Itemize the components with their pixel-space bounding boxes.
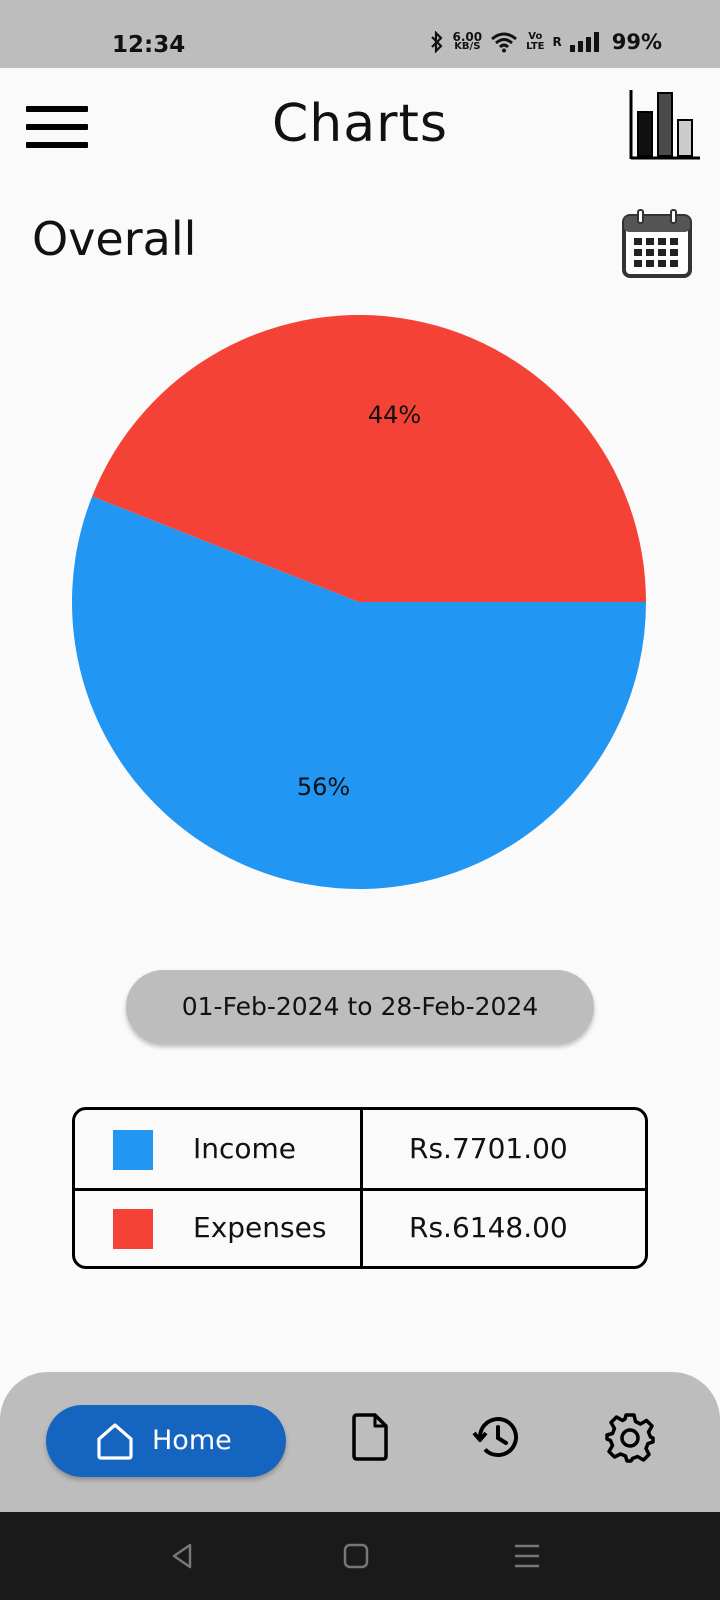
document-icon xyxy=(352,1413,388,1461)
income-label: Income xyxy=(193,1132,297,1165)
expenses-label: Expenses xyxy=(193,1211,327,1244)
recent-apps-icon[interactable] xyxy=(513,1542,541,1570)
nav-history-tab[interactable] xyxy=(472,1412,522,1466)
hamburger-menu-icon xyxy=(26,124,88,130)
pie-slice-expenses[interactable] xyxy=(92,314,646,602)
signal-icon xyxy=(569,32,599,52)
bottom-navigation: Home xyxy=(0,1372,720,1512)
back-icon[interactable] xyxy=(170,1542,194,1570)
nav-documents-tab[interactable] xyxy=(350,1412,390,1466)
calendar-icon xyxy=(622,209,692,278)
income-color-swatch xyxy=(113,1130,153,1170)
home-icon xyxy=(97,1423,133,1460)
nav-home-tab[interactable]: Home xyxy=(46,1405,286,1477)
settings-icon xyxy=(605,1413,655,1463)
pie-label-income: 56% xyxy=(297,773,350,801)
volte-top: Vo xyxy=(528,31,543,42)
income-value: Rs.7701.00 xyxy=(409,1132,568,1165)
nav-settings-tab[interactable] xyxy=(604,1412,656,1468)
net-speed-unit: KB/S xyxy=(454,41,481,52)
table-row: Income Rs.7701.00 xyxy=(75,1110,645,1191)
roaming-indicator: R xyxy=(552,35,562,49)
net-speed-value: 6.00 xyxy=(452,30,483,44)
status-time: 12:34 xyxy=(112,32,186,58)
system-navigation-bar xyxy=(0,1512,720,1600)
home-system-icon[interactable] xyxy=(343,1542,369,1570)
hamburger-menu-icon xyxy=(26,106,88,112)
table-row: Expenses Rs.6148.00 xyxy=(75,1189,645,1266)
bluetooth-icon xyxy=(430,31,443,53)
pie-slice-income[interactable] xyxy=(72,496,646,889)
column-divider xyxy=(360,1110,363,1188)
page-title: Charts xyxy=(272,94,448,154)
nav-home-label: Home xyxy=(152,1425,232,1456)
expenses-color-swatch xyxy=(113,1209,153,1249)
column-divider xyxy=(360,1189,363,1266)
pie-chart: 56% 44% xyxy=(70,313,648,891)
summary-table: Income Rs.7701.00 Expenses Rs.6148.00 xyxy=(72,1107,648,1269)
pie-label-expenses: 44% xyxy=(368,401,421,429)
chart-type-button[interactable] xyxy=(628,88,702,162)
history-icon xyxy=(472,1417,518,1458)
status-icons: 6.00 KB/S Vo LTE R 99% xyxy=(429,30,662,54)
hamburger-menu-icon xyxy=(26,142,88,148)
expenses-value: Rs.6148.00 xyxy=(409,1211,568,1244)
section-title: Overall xyxy=(32,212,197,266)
net-speed: 6.00 KB/S xyxy=(452,30,483,52)
volte-indicator: Vo LTE xyxy=(526,32,544,52)
battery-level: 99% xyxy=(611,30,662,54)
calendar-button[interactable] xyxy=(621,208,693,280)
volte-bottom: LTE xyxy=(526,41,545,52)
menu-button[interactable] xyxy=(26,104,88,150)
status-bar: 12:34 6.00 KB/S Vo LTE R 99% xyxy=(0,0,720,68)
bar-chart-icon xyxy=(629,90,700,160)
wifi-icon xyxy=(491,32,518,53)
date-range-button[interactable]: 01-Feb-2024 to 28-Feb-2024 xyxy=(126,970,594,1044)
